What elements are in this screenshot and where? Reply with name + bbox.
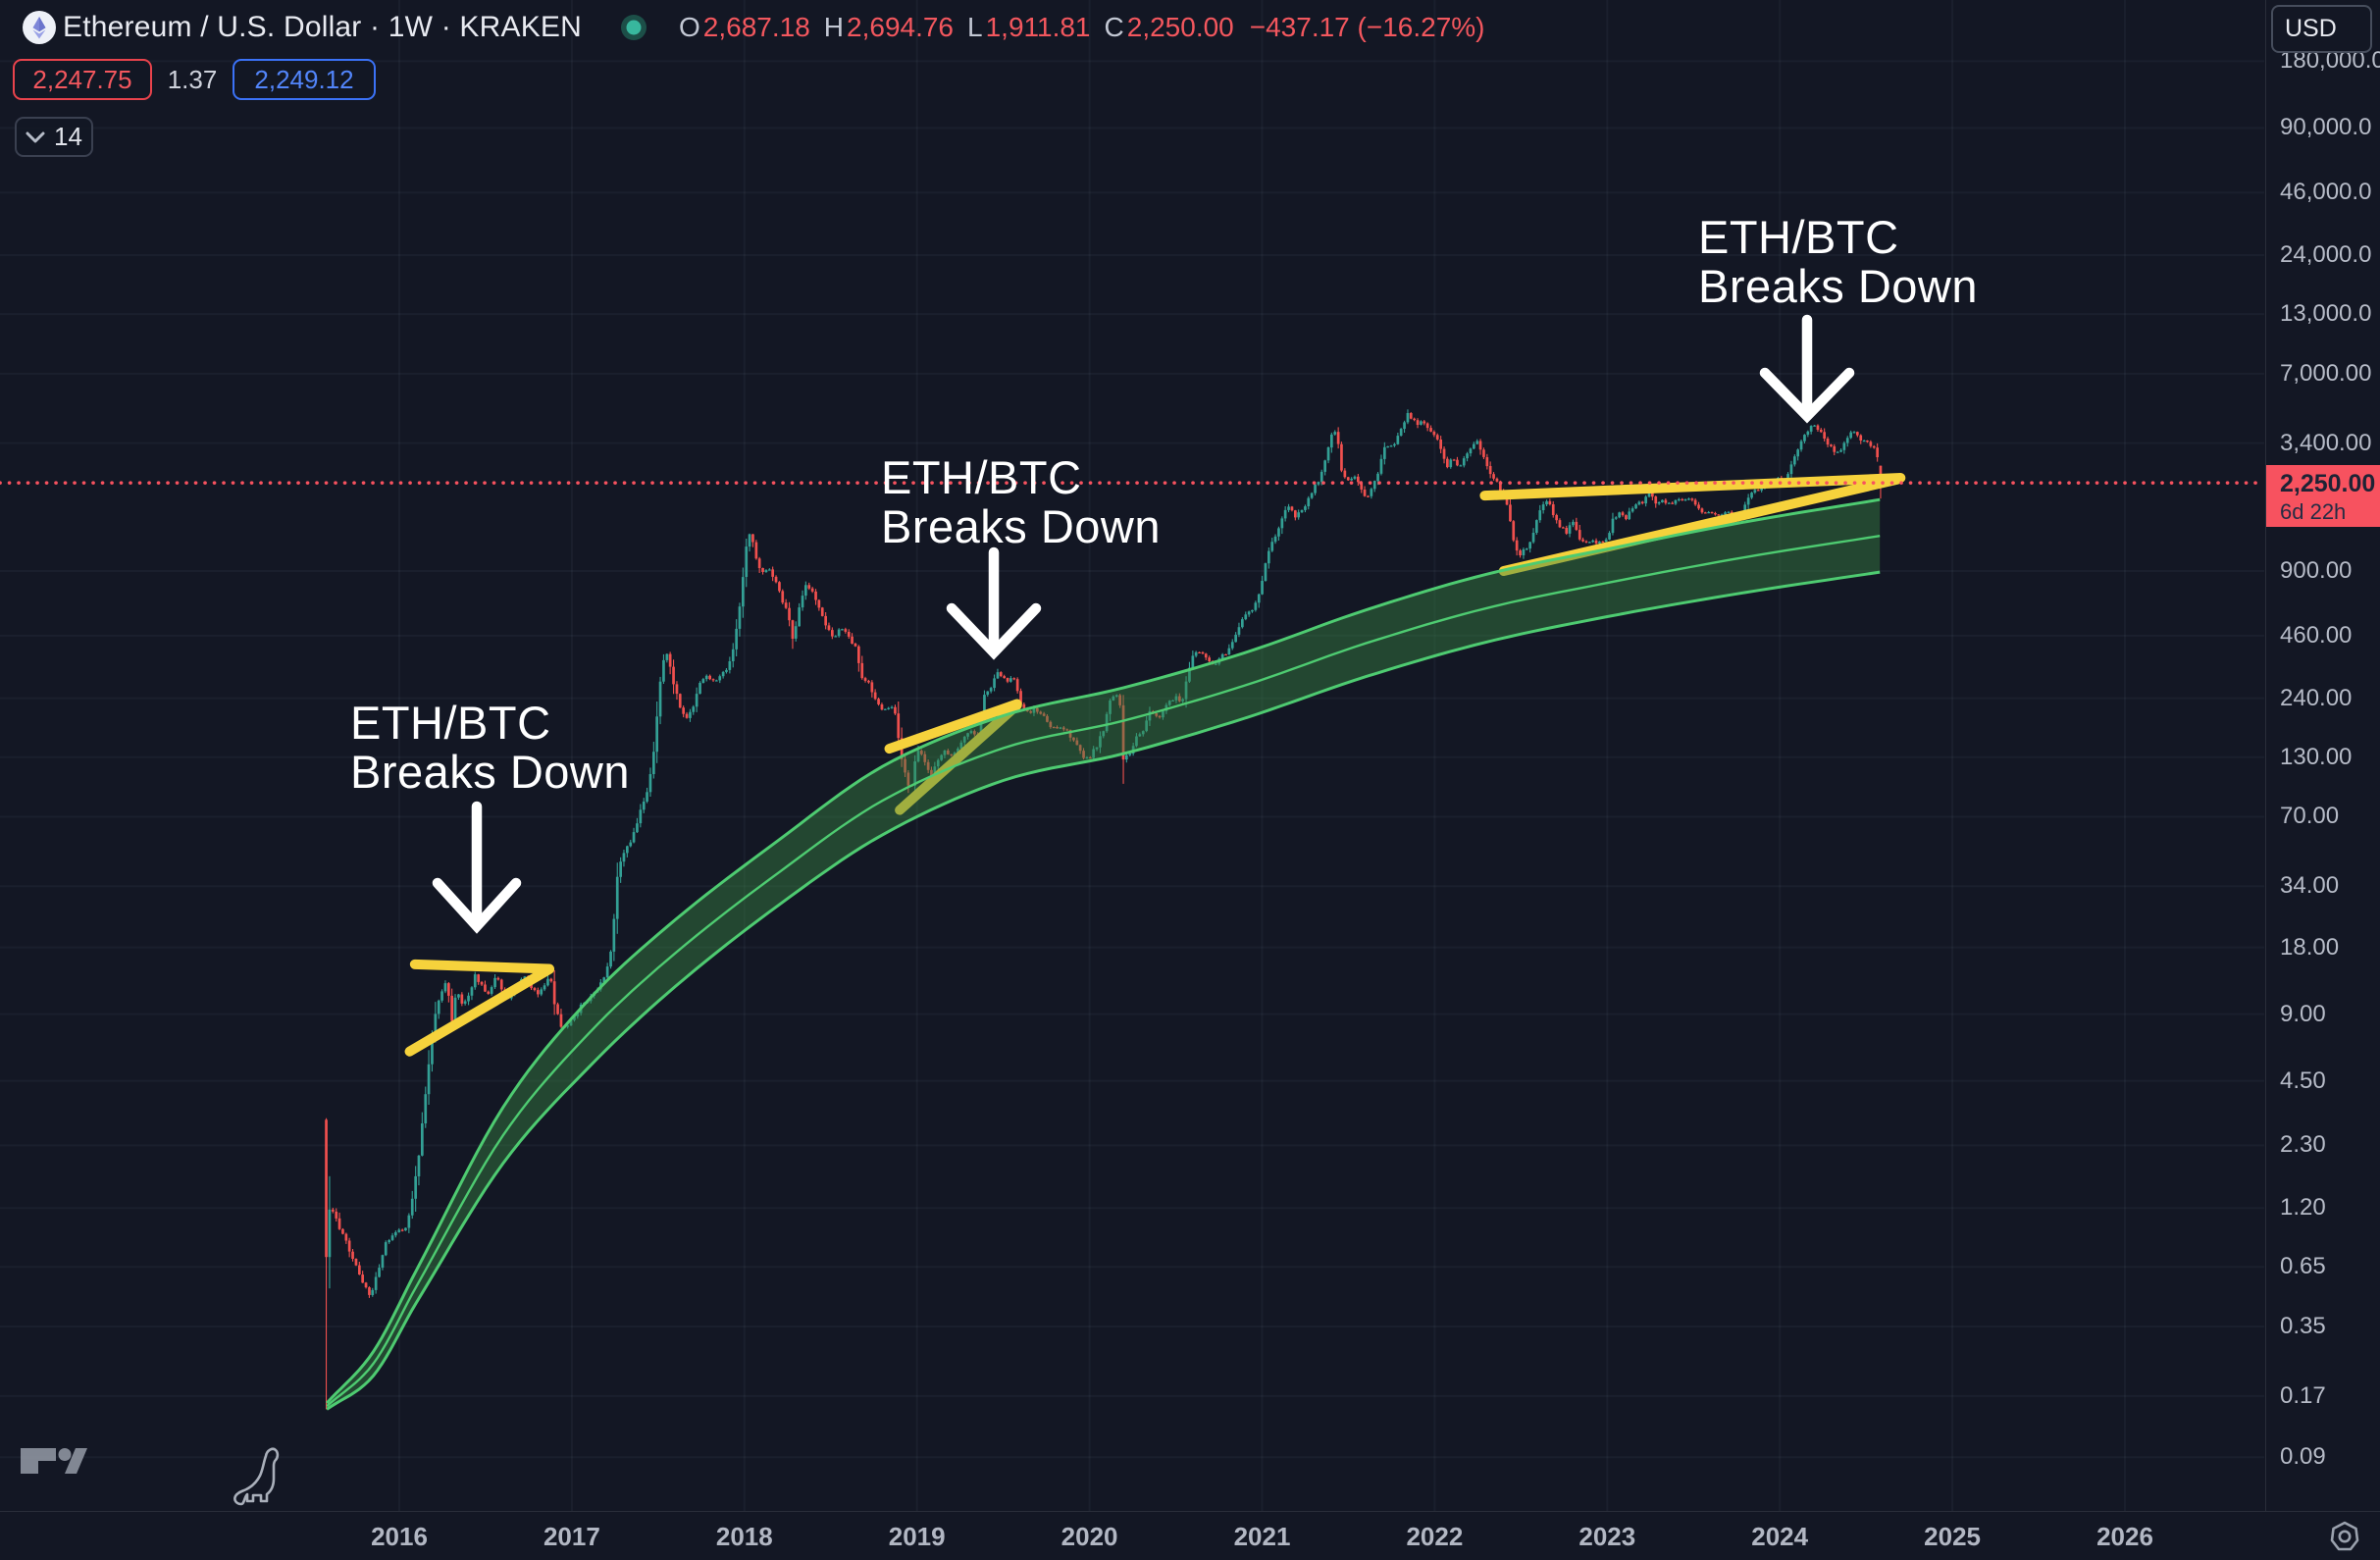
tradingview-logo[interactable] (20, 1440, 88, 1482)
close-label: C (1104, 12, 1124, 42)
breakdown-annotation-2[interactable]: ETH/BTC Breaks Down (881, 451, 1161, 552)
open-value: 2,687.18 (702, 12, 810, 42)
price-tick-label: 0.35 (2280, 1313, 2326, 1340)
year-tick-label: 2024 (1751, 1522, 1809, 1551)
high-value: 2,694.76 (847, 12, 955, 42)
price-tick-label: 4.50 (2280, 1066, 2326, 1094)
price-tick-label: 130.00 (2280, 743, 2353, 770)
year-tick-label: 2019 (888, 1522, 946, 1551)
breakdown-annotation-1[interactable]: ETH/BTC Breaks Down (350, 697, 630, 798)
bid-price: 2,247.75 (32, 64, 132, 94)
price-tick-label: 70.00 (2280, 803, 2340, 830)
price-tick-label: 13,000.0 (2280, 300, 2372, 328)
price-tick-label: 0.09 (2280, 1443, 2326, 1471)
price-tick-label: 0.65 (2280, 1253, 2326, 1280)
price-axis[interactable]: 180,000.0 90,000.0 46,000.0 24,000.0 13,000.… (2265, 0, 2380, 1511)
symbol-header: Ethereum / U.S. Dollar · 1W · KRAKEN O 2,… (0, 0, 2256, 55)
price-tick-label: 46,000.0 (2280, 179, 2372, 206)
year-tick-label: 2018 (715, 1522, 773, 1551)
dinosaur-sticker-icon[interactable] (232, 1446, 290, 1509)
currency-toggle-button[interactable]: USD (2271, 5, 2372, 53)
price-tick-label: 34.00 (2280, 872, 2340, 900)
price-tick-label: 7,000.00 (2280, 359, 2372, 387)
year-tick-label: 2022 (1406, 1522, 1464, 1551)
price-tick-label: 900.00 (2280, 557, 2353, 584)
symbol-title[interactable]: Ethereum / U.S. Dollar · 1W · KRAKEN (63, 11, 582, 43)
spread-value: 1.37 (167, 64, 218, 94)
breakdown-annotation-3[interactable]: ETH/BTC Breaks Down (1698, 211, 1978, 312)
price-tick-label: 460.00 (2280, 621, 2353, 649)
last-price-tag: 2,250.00 6d 22h (2266, 465, 2380, 527)
sell-bid-button[interactable]: 2,247.75 (13, 59, 152, 100)
year-tick-label: 2026 (2096, 1522, 2153, 1551)
price-tick-label: 0.17 (2280, 1381, 2326, 1409)
price-tick-label: 90,000.0 (2280, 114, 2372, 141)
year-tick-label: 2020 (1061, 1522, 1118, 1551)
price-tick-label: 24,000.0 (2280, 241, 2372, 269)
ask-price: 2,249.12 (254, 64, 354, 94)
year-tick-label: 2017 (543, 1522, 600, 1551)
low-value: 1,911.81 (985, 12, 1091, 42)
year-tick-label: 2021 (1233, 1522, 1291, 1551)
price-tick-label: 9.00 (2280, 1000, 2326, 1027)
open-label: O (679, 12, 700, 42)
chevron-down-icon (26, 131, 45, 142)
price-tick-label: 240.00 (2280, 684, 2353, 711)
year-tick-label: 2016 (371, 1522, 428, 1551)
buy-ask-button[interactable]: 2,249.12 (233, 59, 376, 100)
high-label: H (823, 12, 845, 42)
low-label: L (967, 12, 983, 42)
ohlc-readout: O 2,687.18 H 2,694.76 L 1,911.81 C 2,250.00 −437… (679, 12, 1485, 43)
last-price-value: 2,250.00 (2280, 470, 2376, 497)
object-tree-collapse-button[interactable]: 14 (15, 117, 93, 157)
year-tick-label: 2023 (1578, 1522, 1636, 1551)
price-tick-label: 18.00 (2280, 933, 2340, 961)
market-status-icon[interactable] (620, 14, 647, 41)
gear-icon[interactable] (2327, 1519, 2362, 1554)
year-tick-label: 2025 (1924, 1522, 1982, 1551)
change-value: −437.17 (−16.27%) (1249, 12, 1485, 42)
close-value: 2,250.00 (1126, 12, 1234, 42)
price-tick-label: 2.30 (2280, 1131, 2326, 1159)
time-axis[interactable]: 2016 2017 2018 2019 2020 2021 2022 2023 2024 2025… (0, 1511, 2380, 1560)
price-tick-label: 1.20 (2280, 1194, 2326, 1222)
price-tick-label: 3,400.00 (2280, 429, 2372, 456)
ethereum-icon (23, 11, 56, 44)
bar-countdown: 6d 22h (2280, 499, 2347, 524)
collapse-count: 14 (54, 122, 82, 151)
